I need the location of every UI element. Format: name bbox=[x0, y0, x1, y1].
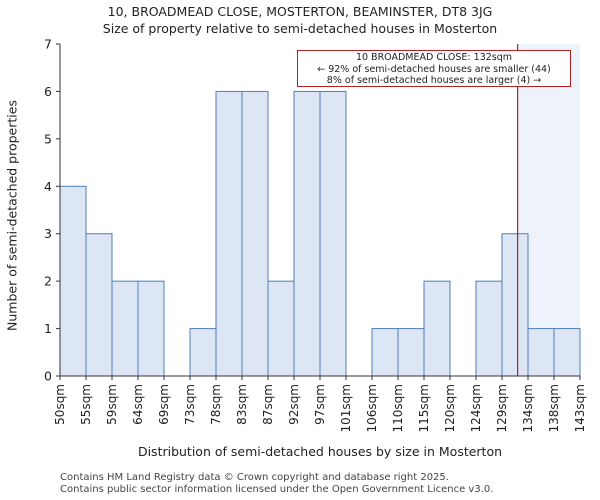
footer-line-2: Contains public sector information licen… bbox=[60, 484, 494, 495]
y-axis-label: Number of semi-detached properties bbox=[4, 100, 20, 331]
y-tick-label: 6 bbox=[44, 84, 52, 99]
x-tick-label: 83sqm bbox=[235, 384, 249, 425]
chart-title: 10, BROADMEAD CLOSE, MOSTERTON, BEAMINST… bbox=[107, 4, 493, 19]
bar bbox=[189, 328, 217, 377]
x-tick-label: 78sqm bbox=[209, 384, 223, 425]
bar bbox=[293, 90, 321, 377]
bar bbox=[241, 90, 269, 377]
y-tick-label: 4 bbox=[44, 179, 52, 194]
y-tick-label: 0 bbox=[44, 369, 52, 384]
x-tick-label: 138sqm bbox=[547, 384, 561, 432]
chart-subtitle: Size of property relative to semi-detach… bbox=[102, 21, 498, 36]
x-tick-label: 129sqm bbox=[495, 384, 509, 432]
bar bbox=[475, 280, 503, 377]
x-tick-label: 87sqm bbox=[261, 384, 275, 425]
bar bbox=[215, 90, 243, 377]
bar bbox=[423, 280, 451, 377]
x-tick-label: 69sqm bbox=[157, 384, 171, 425]
annotation-line-3: 8% of semi-detached houses are larger (4… bbox=[326, 75, 542, 86]
x-tick-label: 64sqm bbox=[131, 384, 145, 425]
annotation-line-1: 10 BROADMEAD CLOSE: 132sqm bbox=[355, 52, 513, 63]
bar bbox=[397, 328, 425, 377]
x-tick-label: 106sqm bbox=[365, 384, 379, 432]
annotation-line-2: ← 92% of semi-detached houses are smalle… bbox=[317, 63, 551, 75]
y-tick-label: 3 bbox=[44, 226, 52, 241]
bar bbox=[267, 280, 295, 377]
bar bbox=[553, 328, 581, 377]
y-tick-label: 2 bbox=[44, 274, 52, 289]
x-tick-label: 73sqm bbox=[183, 384, 197, 425]
y-tick-label: 5 bbox=[44, 131, 52, 146]
bar bbox=[319, 90, 347, 377]
x-tick-label: 50sqm bbox=[53, 384, 67, 425]
x-tick-label: 134sqm bbox=[521, 384, 535, 432]
x-tick-label: 143sqm bbox=[573, 384, 587, 432]
x-tick-label: 59sqm bbox=[105, 384, 119, 425]
x-tick-label: 110sqm bbox=[391, 384, 405, 432]
x-tick-label: 115sqm bbox=[417, 384, 431, 432]
x-tick-label: 101sqm bbox=[339, 384, 353, 432]
x-tick-label: 55sqm bbox=[79, 384, 93, 425]
bar bbox=[501, 233, 529, 377]
bar bbox=[527, 328, 555, 377]
y-tick-label: 7 bbox=[44, 37, 52, 52]
bar bbox=[371, 328, 399, 377]
footer-line-1: Contains HM Land Registry data © Crown c… bbox=[60, 472, 449, 483]
x-tick-label: 124sqm bbox=[469, 384, 483, 432]
bar bbox=[111, 280, 139, 377]
bar bbox=[85, 233, 113, 377]
x-tick-label: 120sqm bbox=[443, 384, 457, 432]
x-axis-label: Distribution of semi-detached houses by … bbox=[137, 444, 503, 459]
bar bbox=[59, 185, 87, 377]
x-tick-label: 92sqm bbox=[287, 384, 301, 425]
y-tick-label: 1 bbox=[44, 321, 52, 336]
bar bbox=[137, 280, 165, 377]
x-tick-label: 97sqm bbox=[313, 384, 327, 425]
annotation-box: 10 BROADMEAD CLOSE: 132sqm ← 92% of semi… bbox=[297, 50, 571, 87]
